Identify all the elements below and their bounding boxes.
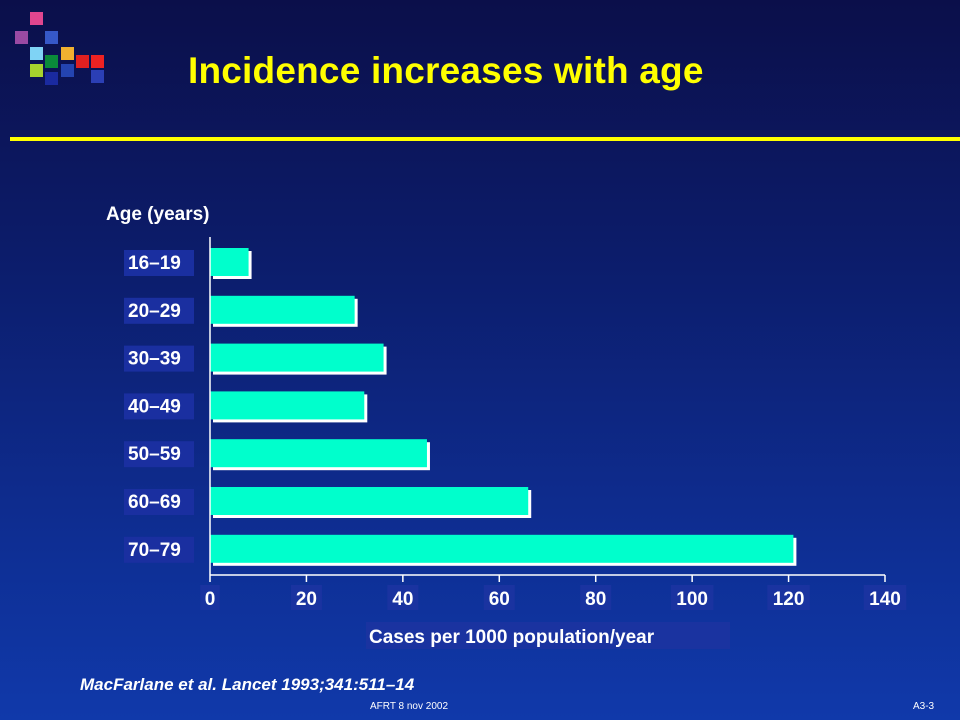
x-tick-label: 60	[489, 589, 510, 610]
bar-16–19	[210, 248, 249, 276]
x-axis-label-group: Cases per 1000 population/year	[366, 622, 730, 649]
x-tick-label-background	[580, 585, 612, 610]
bar-60–69	[210, 487, 529, 515]
x-axis-label: Cases per 1000 population/year	[369, 627, 655, 648]
y-axis-label: Age (years)	[106, 204, 210, 225]
bar-50–59	[210, 439, 427, 468]
category-label-background	[124, 536, 194, 563]
x-tick-label: 40	[392, 589, 413, 610]
bar-30–39	[210, 343, 384, 372]
footer-date: AFRT 8 nov 2002	[370, 701, 449, 712]
x-tick-label-background	[670, 585, 714, 610]
category-label-background	[124, 250, 194, 276]
x-tick-label-background	[483, 585, 515, 610]
x-tick-label-background	[863, 585, 907, 610]
category-label-background	[124, 393, 194, 420]
bar-40–49	[210, 391, 365, 420]
bar-70–79	[210, 534, 794, 563]
category-label: 60–69	[128, 492, 181, 513]
category-label: 50–59	[128, 444, 181, 465]
category-label-background	[124, 441, 194, 468]
x-tick-label-background	[387, 585, 419, 610]
x-tick-label-background	[290, 585, 322, 610]
x-axis-group: 0 20 40 60 80 100 120 140	[200, 237, 907, 610]
category-label: 40–49	[128, 396, 181, 417]
x-tick-label: 120	[773, 589, 805, 610]
category-label-background	[124, 297, 194, 324]
corner-logo	[0, 0, 120, 95]
x-tick-label: 100	[676, 589, 708, 610]
category-label: 30–39	[128, 349, 181, 370]
x-tick-label: 20	[296, 589, 317, 610]
category-label: 16–19	[128, 253, 181, 274]
bar-20–29	[210, 295, 355, 324]
slide-number: A3-3	[913, 701, 935, 712]
x-tick-label-background	[767, 585, 810, 610]
x-tick-label: 80	[585, 589, 606, 610]
title-underline	[10, 137, 960, 141]
category-label: 70–79	[128, 540, 181, 561]
x-tick-label: 140	[869, 589, 901, 610]
category-label: 20–29	[128, 301, 181, 322]
source-citation: MacFarlane et al. Lancet 1993;341:511–14	[80, 675, 415, 694]
category-labels-group: 16–19 20–29 30–39 40–49 50–59 60–69 70–79	[124, 250, 194, 563]
slide-title: Incidence increases with age	[188, 50, 704, 91]
category-label-background	[124, 345, 194, 372]
x-axis-label-background	[366, 622, 730, 649]
bars-group	[210, 248, 797, 566]
category-label-background	[124, 489, 194, 515]
x-tick-label: 0	[205, 589, 216, 610]
x-tick-label-background	[200, 585, 220, 610]
